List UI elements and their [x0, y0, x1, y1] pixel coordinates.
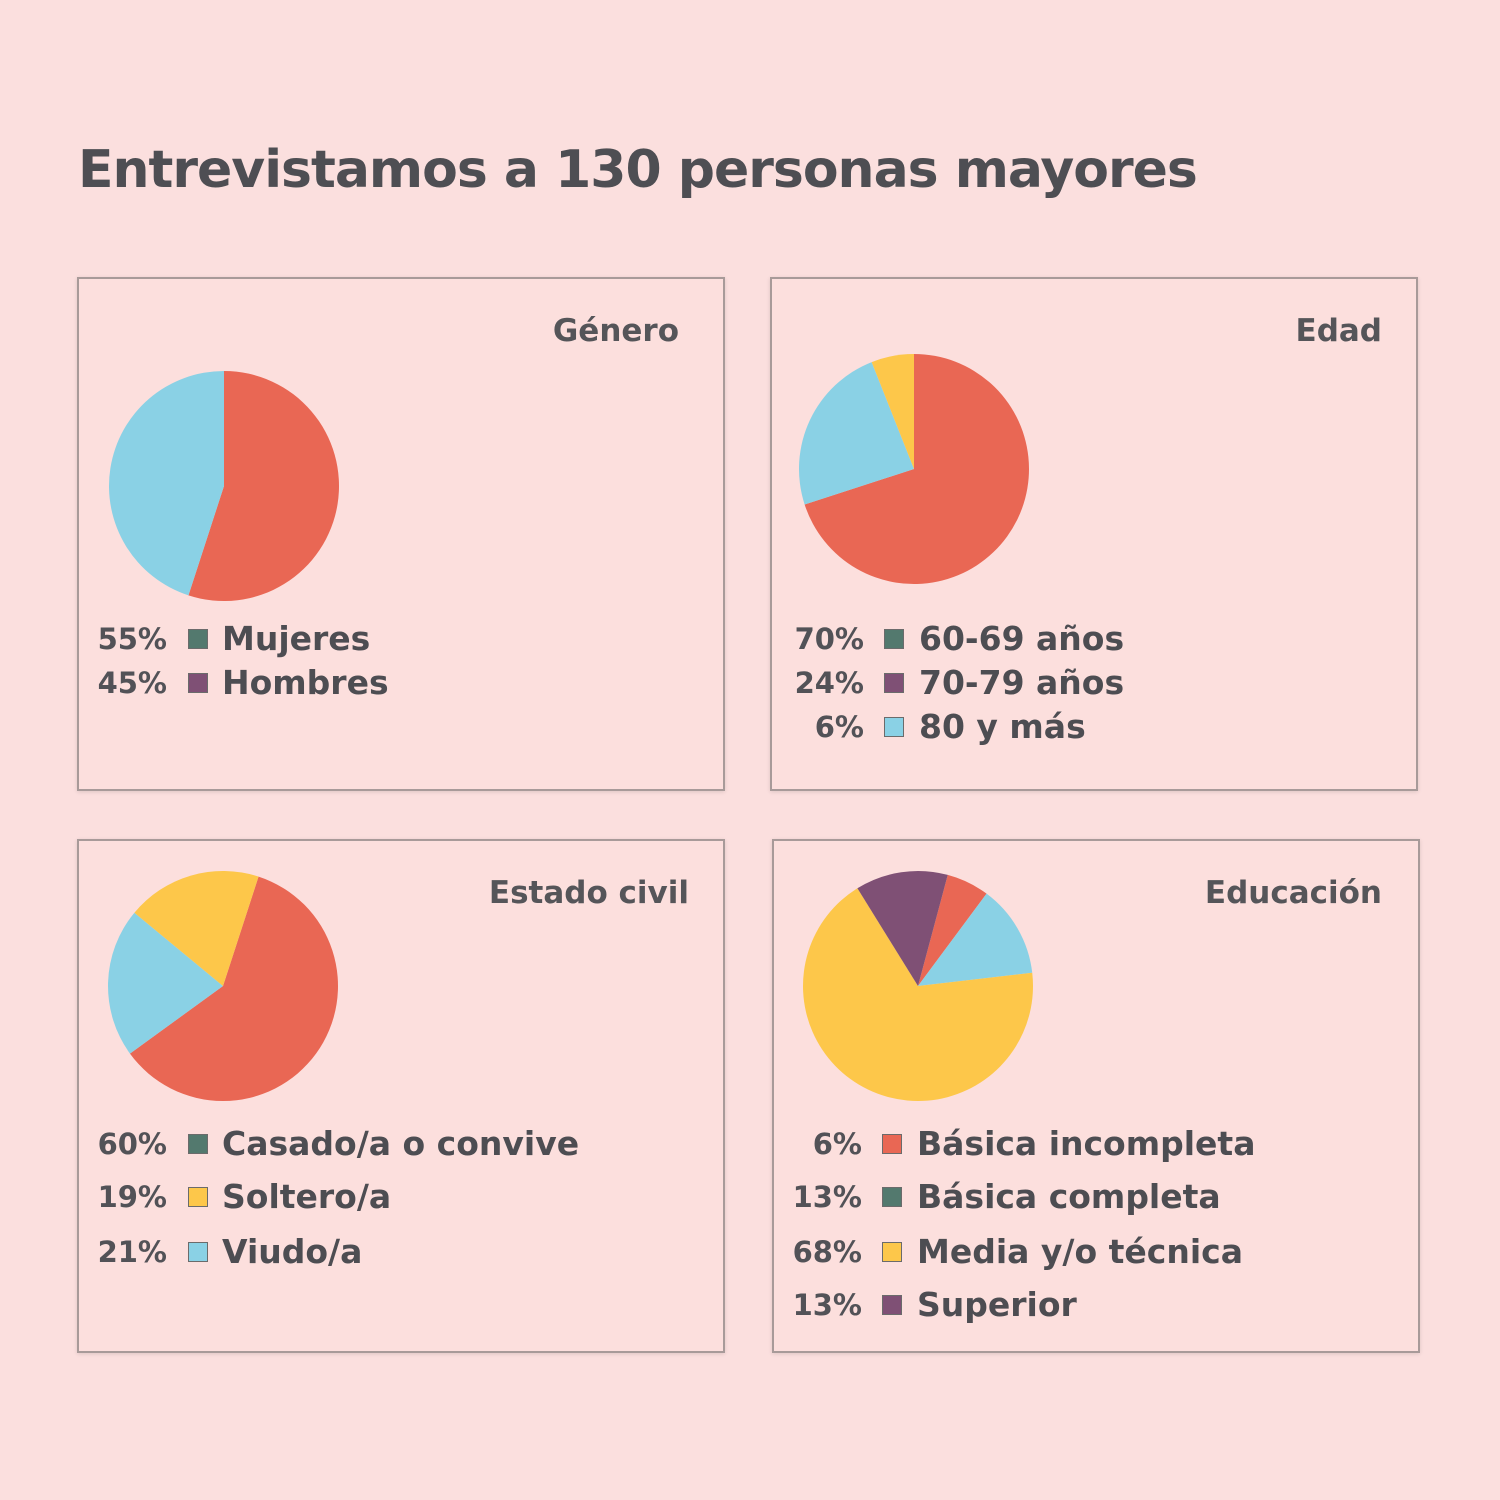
legend-label: Básica incompleta	[917, 1124, 1256, 1163]
pie-slice	[188, 371, 339, 601]
pie-slice	[129, 876, 338, 1101]
legend-label: 80 y más	[919, 707, 1086, 746]
pie-slice	[857, 871, 948, 986]
legend-pct: 6%	[814, 710, 864, 744]
legend-swatch	[882, 1134, 902, 1154]
pie-slice	[134, 871, 259, 986]
pie-slice	[108, 912, 223, 1054]
legend-pct: 13%	[792, 1288, 862, 1322]
pie-slice	[918, 874, 987, 986]
pie-chart-educacion	[803, 871, 1033, 1101]
pie-chart-estado-civil	[108, 871, 338, 1101]
legend-label: Media y/o técnica	[917, 1232, 1243, 1271]
legend-label: Soltero/a	[222, 1177, 392, 1216]
legend-label: 70-79 años	[919, 663, 1125, 702]
legend-label: Mujeres	[222, 619, 371, 658]
legend-swatch	[882, 1295, 902, 1315]
legend-swatch	[188, 673, 208, 693]
legend-pct: 68%	[792, 1235, 862, 1269]
legend-label: Casado/a o convive	[222, 1124, 580, 1163]
page-title: Entrevistamos a 130 personas mayores	[78, 140, 1198, 200]
panel-educacion: Educación 6% Básica incompleta 13% Básic…	[772, 839, 1420, 1353]
legend-pct: 19%	[97, 1180, 167, 1214]
legend-pct: 6%	[812, 1127, 862, 1161]
pie-chart-edad	[799, 354, 1029, 584]
legend-label: Hombres	[222, 663, 389, 702]
pie-chart-genero	[109, 371, 339, 601]
legend-swatch	[188, 1134, 208, 1154]
pie-slice	[804, 354, 1029, 584]
legend-swatch	[884, 673, 904, 693]
pie-slice	[803, 888, 1033, 1101]
panel-title: Edad	[1295, 313, 1382, 349]
legend-pct: 60%	[97, 1127, 167, 1161]
legend-pct: 13%	[792, 1180, 862, 1214]
legend-swatch	[884, 629, 904, 649]
panel-title: Género	[552, 313, 679, 349]
panel-title: Educación	[1204, 875, 1382, 911]
legend-swatch	[188, 629, 208, 649]
pie-slice	[109, 371, 224, 596]
legend-label: Superior	[917, 1285, 1077, 1324]
legend-pct: 45%	[97, 666, 167, 700]
panel-edad: Edad 70% 60-69 años 24% 70-79 años 6% 80…	[770, 277, 1418, 791]
legend-swatch	[882, 1187, 902, 1207]
panel-estado-civil: Estado civil 60% Casado/a o convive 19% …	[77, 839, 725, 1353]
legend-swatch	[884, 717, 904, 737]
legend-swatch	[188, 1242, 208, 1262]
panel-title: Estado civil	[488, 875, 689, 911]
panel-genero: Género 55% Mujeres 45% Hombres	[77, 277, 725, 791]
pie-slice	[799, 362, 914, 505]
legend-pct: 55%	[97, 622, 167, 656]
legend-label: Viudo/a	[222, 1232, 363, 1271]
legend-label: Básica completa	[917, 1177, 1221, 1216]
legend-swatch	[188, 1187, 208, 1207]
pie-slice	[871, 354, 914, 469]
legend-swatch	[882, 1242, 902, 1262]
legend-pct: 24%	[794, 666, 864, 700]
legend-pct: 21%	[97, 1235, 167, 1269]
legend-label: 60-69 años	[919, 619, 1125, 658]
pie-slice	[918, 893, 1033, 986]
legend-pct: 70%	[794, 622, 864, 656]
